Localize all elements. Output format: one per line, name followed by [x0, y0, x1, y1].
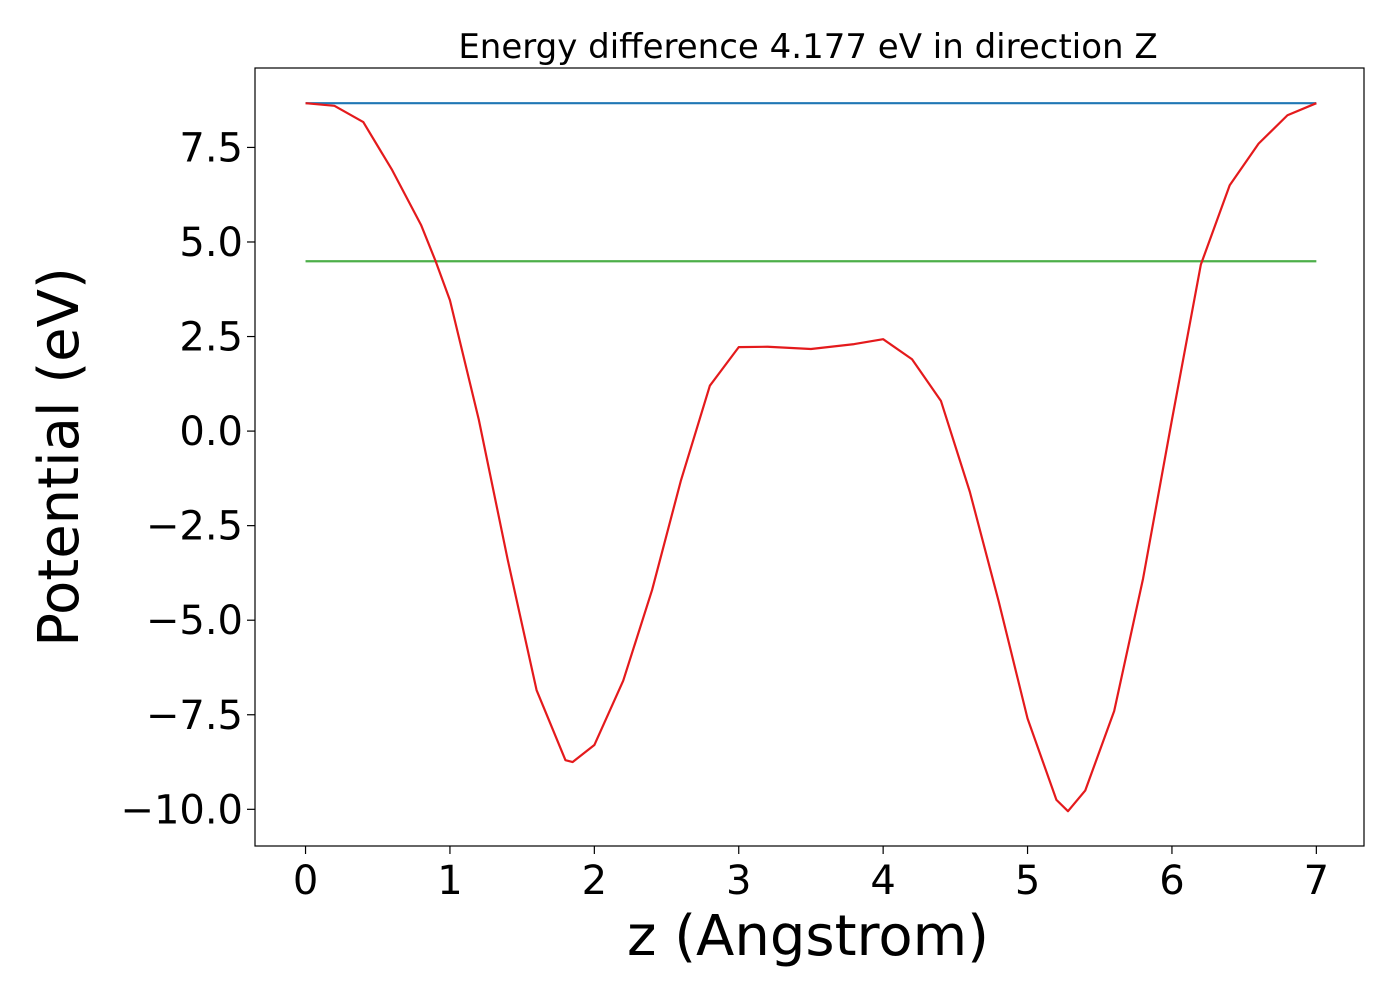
plot-frame	[254, 67, 1365, 847]
line-series	[305, 102, 1317, 813]
x-tick-label: 7	[1304, 858, 1329, 904]
x-tick-label: 3	[726, 858, 751, 904]
y-tick-label: 5.0	[179, 220, 243, 266]
y-tick-label: 7.5	[179, 125, 243, 171]
x-axis-label: z (Angstrom)	[627, 904, 989, 969]
y-tick-label: −2.5	[146, 504, 243, 550]
x-tick-label: 6	[1159, 858, 1184, 904]
x-tick-label: 4	[870, 858, 895, 904]
y-tick-label: −10.0	[120, 787, 243, 833]
x-tick-label: 1	[437, 858, 462, 904]
y-tick-label: 2.5	[179, 315, 243, 361]
y-tick-label: −5.0	[146, 598, 243, 644]
y-axis-label: Potential (eV)	[27, 267, 92, 647]
x-tick-label: 2	[582, 858, 607, 904]
x-tick-label: 0	[293, 858, 318, 904]
y-tick-label: 0.0	[179, 409, 243, 455]
y-tick-label: −7.5	[146, 693, 243, 739]
x-tick-label: 5	[1015, 858, 1040, 904]
chart-title: Energy difference 4.177 eV in direction …	[458, 27, 1157, 67]
